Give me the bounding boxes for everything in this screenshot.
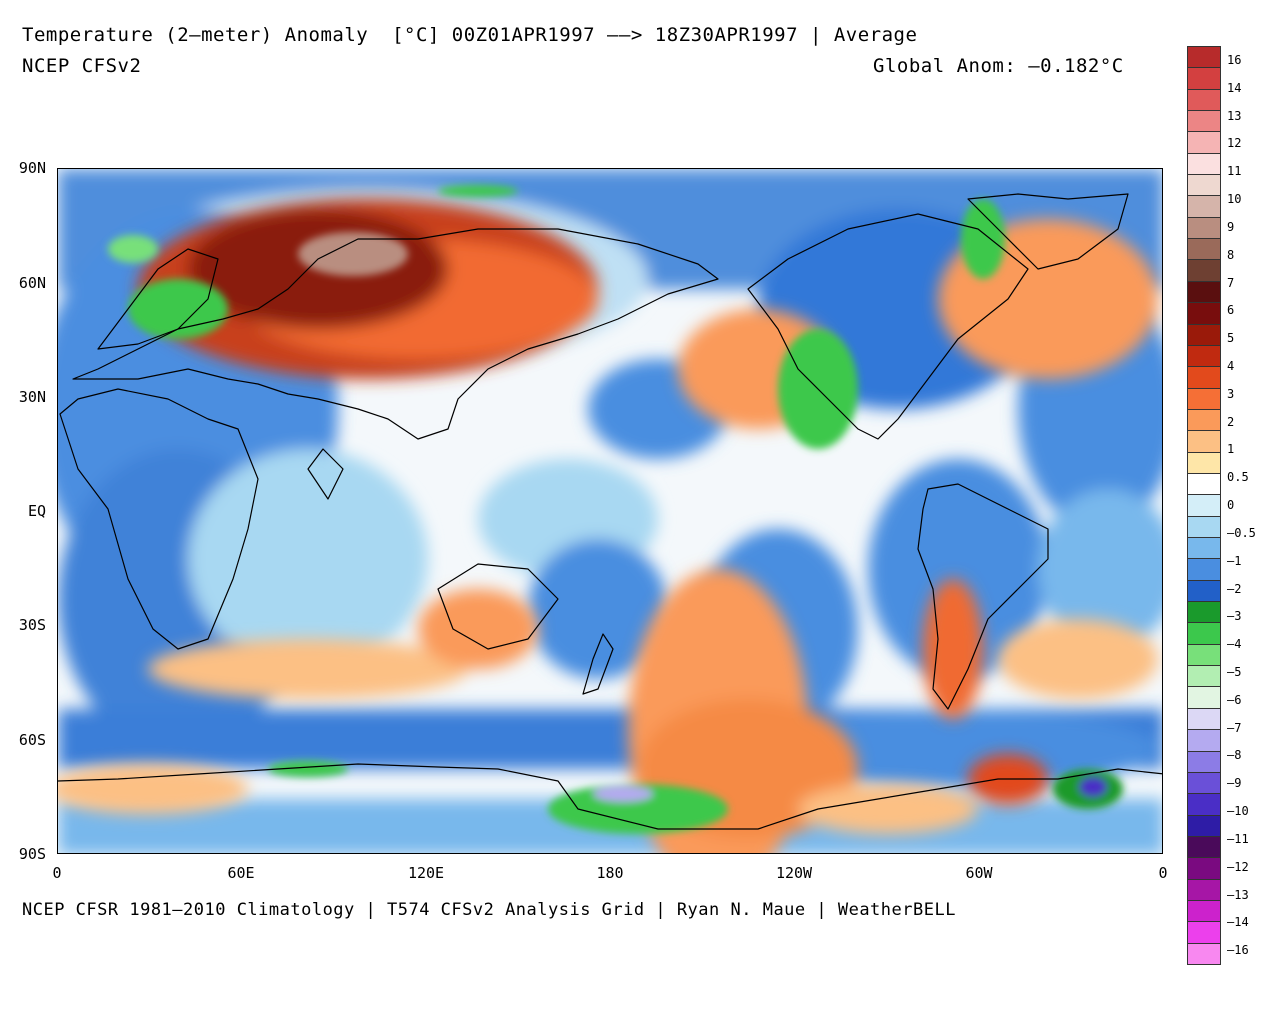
anomaly-map <box>57 168 1163 854</box>
colorbar-swatch <box>1187 302 1221 325</box>
colorbar-swatch <box>1187 750 1221 773</box>
colorbar-label: –7 <box>1227 720 1242 735</box>
colorbar-label: –3 <box>1227 609 1242 624</box>
colorbar-label: –9 <box>1227 776 1242 791</box>
colorbar-label: 11 <box>1227 164 1242 179</box>
colorbar-label: 1 <box>1227 442 1235 457</box>
colorbar-swatch <box>1187 707 1221 731</box>
colorbar-label: 5 <box>1227 331 1235 346</box>
lat-label-30s: 30S <box>18 616 46 634</box>
colorbar-label: 16 <box>1227 53 1242 67</box>
colorbar-swatch <box>1187 344 1221 368</box>
colorbar-swatch <box>1187 46 1221 69</box>
colorbar-swatch <box>1187 280 1221 304</box>
lon-label-120e: 120E <box>407 864 445 882</box>
colorbar-label: –11 <box>1227 831 1249 846</box>
credits-footer: NCEP CFSR 1981–2010 Climatology | T574 C… <box>22 900 956 920</box>
colorbar-swatch <box>1187 451 1221 474</box>
colorbar-swatch <box>1187 366 1221 389</box>
colorbar-swatch <box>1187 67 1221 90</box>
colorbar-swatch <box>1187 729 1221 752</box>
model-name: NCEP CFSv2 <box>22 55 142 77</box>
colorbar-label: 9 <box>1227 219 1235 234</box>
colorbar-swatch <box>1187 857 1221 880</box>
lon-label-60e: 60E <box>227 864 255 882</box>
lon-label-0: 0 <box>52 864 62 882</box>
colorbar-label: 0 <box>1227 498 1235 513</box>
colorbar-swatch <box>1187 878 1221 901</box>
colorbar-swatch <box>1187 835 1221 859</box>
colorbar-label: –2 <box>1227 581 1242 596</box>
colorbar-label: 2 <box>1227 414 1235 429</box>
colorbar-swatch <box>1187 558 1221 581</box>
colorbar-label: 4 <box>1227 359 1235 373</box>
colorbar-label: –10 <box>1227 804 1249 819</box>
colorbar-label: –12 <box>1227 859 1249 874</box>
colorbar-swatch <box>1187 494 1221 517</box>
colorbar-label: 8 <box>1227 247 1235 262</box>
colorbar-swatch <box>1187 579 1221 603</box>
colorbar-swatch <box>1187 643 1221 667</box>
colorbar-label: –14 <box>1227 915 1249 930</box>
colorbar-label: –13 <box>1227 887 1249 902</box>
lat-label-90n: 90N <box>18 159 46 177</box>
colorbar-swatch <box>1187 665 1221 688</box>
colorbar-swatch <box>1187 942 1221 965</box>
colorbar-swatch <box>1187 323 1221 346</box>
colorbar-swatch <box>1187 387 1221 410</box>
colorbar-swatch <box>1187 152 1221 176</box>
anomaly-map-graphic <box>58 169 1162 853</box>
colorbar-label: –16 <box>1227 943 1249 958</box>
lat-label-30n: 30N <box>18 388 46 406</box>
colorbar-swatch <box>1187 537 1221 560</box>
colorbar-swatch <box>1187 793 1221 816</box>
colorbar-swatch <box>1187 195 1221 218</box>
colorbar <box>1187 46 1221 965</box>
colorbar-label: –8 <box>1227 748 1242 763</box>
colorbar-swatch <box>1187 899 1221 923</box>
colorbar-swatch <box>1187 601 1221 624</box>
colorbar-swatch <box>1187 174 1221 197</box>
colorbar-swatch <box>1187 408 1221 432</box>
colorbar-swatch <box>1187 921 1221 944</box>
colorbar-label: 14 <box>1227 80 1242 95</box>
colorbar-swatch <box>1187 771 1221 795</box>
colorbar-swatch <box>1187 259 1221 282</box>
lat-label-60n: 60N <box>18 274 46 292</box>
colorbar-swatch <box>1187 216 1221 240</box>
colorbar-swatch <box>1187 430 1221 453</box>
colorbar-label: 0.5 <box>1227 470 1249 485</box>
colorbar-label: 12 <box>1227 136 1242 151</box>
lon-label-180: 180 <box>596 864 624 882</box>
colorbar-label: 3 <box>1227 386 1235 401</box>
colorbar-swatch <box>1187 622 1221 645</box>
colorbar-label: –5 <box>1227 665 1242 679</box>
colorbar-swatch <box>1187 110 1221 133</box>
global-anomaly-value: Global Anom: –0.182°C <box>873 55 1124 77</box>
colorbar-label: –4 <box>1227 637 1242 652</box>
colorbar-label: –1 <box>1227 553 1242 568</box>
colorbar-swatch <box>1187 472 1221 496</box>
colorbar-label: 6 <box>1227 303 1235 318</box>
colorbar-swatch <box>1187 131 1221 154</box>
colorbar-label: 7 <box>1227 275 1235 290</box>
colorbar-swatch <box>1187 88 1221 112</box>
colorbar-label: 13 <box>1227 108 1242 123</box>
colorbar-swatch <box>1187 238 1221 261</box>
lon-label-120w: 120W <box>775 864 813 882</box>
colorbar-label: 10 <box>1227 192 1242 207</box>
lat-label-60s: 60S <box>18 731 46 749</box>
map-title: Temperature (2–meter) Anomaly [°C] 00Z01… <box>22 24 918 46</box>
colorbar-label: –0.5 <box>1227 525 1256 540</box>
lon-label-0-east: 0 <box>1158 864 1168 882</box>
lat-label-eq: EQ <box>27 502 46 520</box>
lon-label-60w: 60W <box>965 864 993 882</box>
colorbar-label: –6 <box>1227 692 1242 707</box>
colorbar-swatch <box>1187 814 1221 837</box>
colorbar-swatch <box>1187 515 1221 539</box>
lat-label-90s: 90S <box>18 845 46 863</box>
colorbar-swatch <box>1187 686 1221 709</box>
